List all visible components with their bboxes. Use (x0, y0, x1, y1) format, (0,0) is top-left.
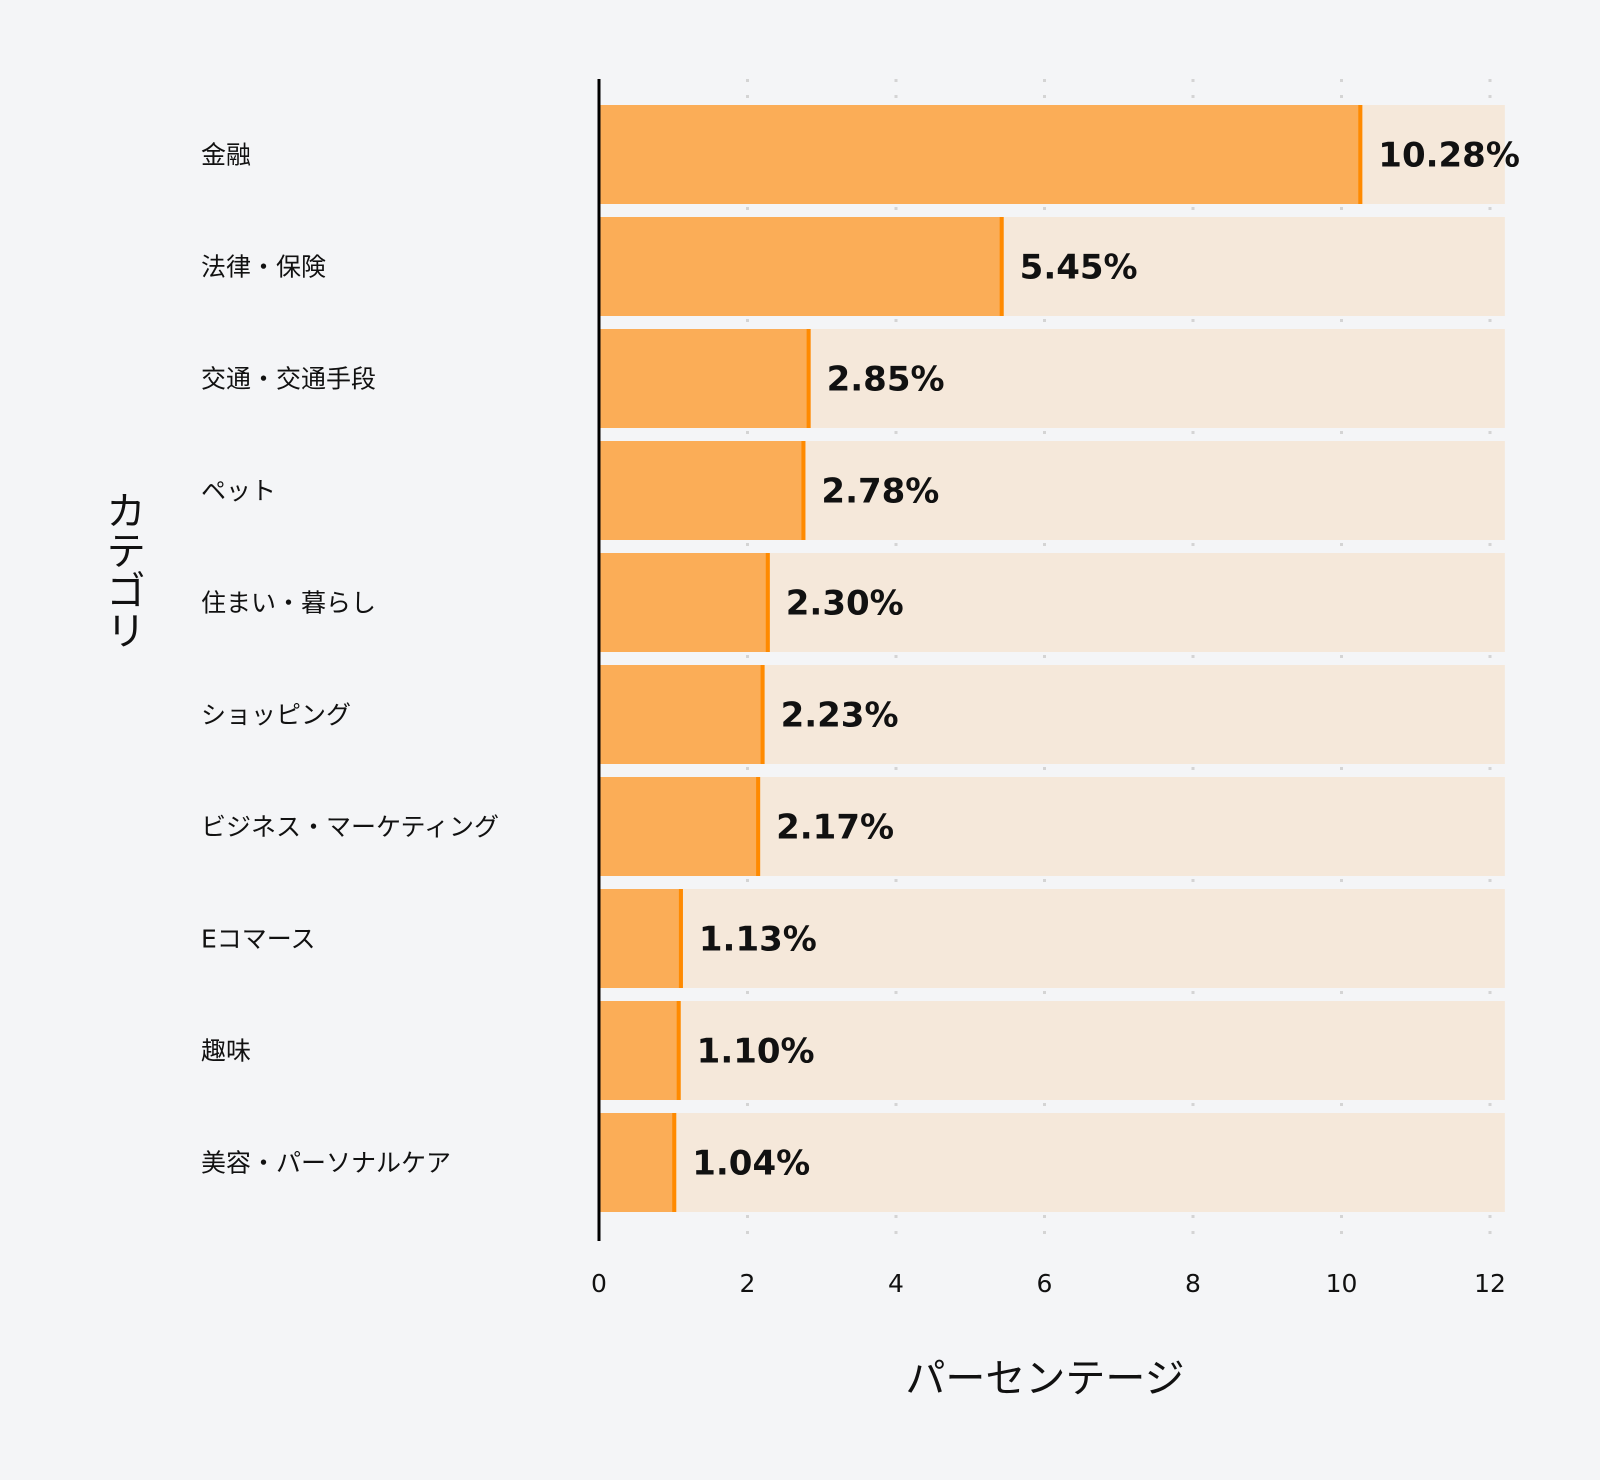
bar-edge (756, 777, 761, 876)
x-tick-label: 0 (591, 1269, 607, 1298)
x-tick-label: 6 (1037, 1269, 1053, 1298)
bar (599, 553, 770, 652)
x-tick-label: 2 (740, 1269, 756, 1298)
category-label: Eコマース (201, 925, 316, 954)
category-label: ビジネス・マーケティング (201, 813, 499, 842)
category-label: ペット (201, 477, 276, 506)
x-tick-label: 10 (1326, 1269, 1358, 1298)
bar-track (599, 889, 1505, 988)
y-axis-label: カテゴリ (99, 490, 145, 650)
bar-edge (678, 889, 683, 988)
value-label: 1.13% (699, 920, 817, 960)
bar (599, 665, 765, 764)
bar-edge (760, 665, 765, 764)
value-label: 2.23% (781, 696, 899, 736)
category-label: 交通・交通手段 (201, 365, 376, 394)
bar-edge (1358, 105, 1363, 204)
category-label: ショッピング (201, 701, 351, 730)
value-label: 5.45% (1020, 248, 1138, 288)
x-tick-labels: 0 2 4 6 8 10 12 (591, 1269, 1506, 1298)
bar-track (599, 1113, 1505, 1212)
bar (599, 889, 683, 988)
bar-track (599, 1001, 1505, 1100)
value-label: 1.04% (692, 1144, 810, 1184)
category-label: 趣味 (201, 1037, 251, 1066)
value-label: 2.30% (786, 584, 904, 624)
bar-edge (806, 329, 811, 428)
bar (599, 777, 761, 876)
bar-edge (801, 441, 806, 540)
bar-edge (676, 1001, 681, 1100)
bar-edge (765, 553, 770, 652)
bar (599, 1113, 677, 1212)
value-label: 2.78% (821, 472, 939, 512)
bar-edge (672, 1113, 677, 1212)
x-tick-label: 8 (1185, 1269, 1201, 1298)
bars: 10.28% 金融 5.45% 法律・保険 2.85% 交通・交通手段 2.78% ペット 2.… (201, 105, 1520, 1212)
bar (599, 1001, 681, 1100)
x-tick-label: 4 (888, 1269, 904, 1298)
x-axis-label: パーセンテージ (905, 1356, 1184, 1402)
category-label: 美容・パーソナルケア (201, 1149, 451, 1178)
bar (599, 105, 1363, 204)
category-label: 法律・保険 (201, 253, 326, 282)
value-label: 1.10% (697, 1032, 815, 1072)
bar (599, 329, 811, 428)
bar (599, 441, 806, 540)
value-label: 2.17% (776, 808, 894, 848)
category-label: 金融 (201, 141, 251, 170)
value-label: 10.28% (1378, 136, 1520, 176)
value-label: 2.85% (827, 360, 945, 400)
category-label: 住まい・暮らし (201, 589, 376, 618)
x-tick-label: 12 (1474, 1269, 1506, 1298)
bar (599, 217, 1004, 316)
bar-edge (999, 217, 1004, 316)
